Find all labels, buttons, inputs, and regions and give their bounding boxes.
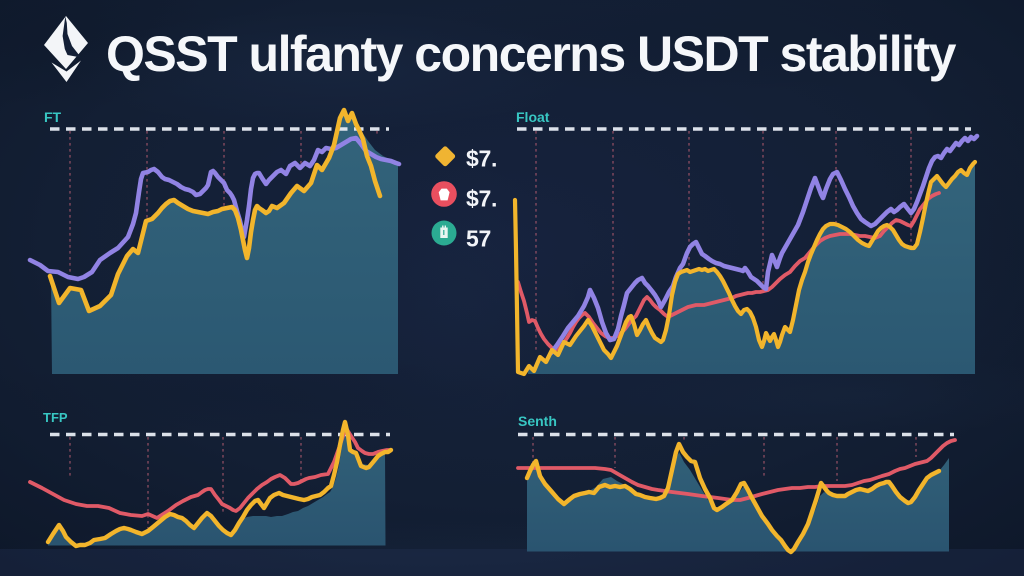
- svg-text:QSST ulfanty concerns USDT sta: QSST ulfanty concerns USDT stability: [106, 26, 957, 82]
- svg-text:Senth: Senth: [518, 413, 557, 429]
- svg-text:$7.: $7.: [466, 146, 497, 172]
- svg-text:57: 57: [466, 226, 491, 252]
- svg-text:$7.: $7.: [466, 186, 497, 212]
- svg-text:TFP: TFP: [43, 410, 68, 425]
- svg-text:FT: FT: [44, 109, 62, 125]
- svg-text:Float: Float: [516, 109, 550, 125]
